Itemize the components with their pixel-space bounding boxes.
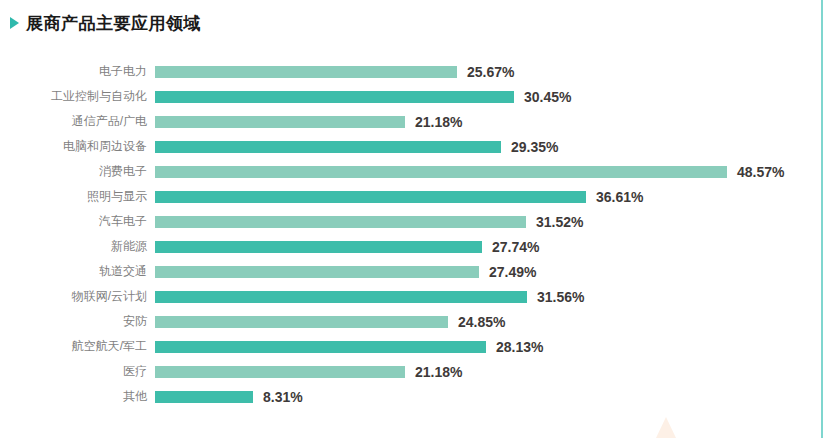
bar [155, 391, 253, 403]
category-label: 电脑和周边设备 [0, 138, 147, 155]
value-label: 24.85% [458, 314, 505, 330]
bar [155, 241, 482, 253]
chart-row: 照明与显示 36.61% [0, 184, 826, 209]
category-label: 电子电力 [0, 63, 147, 80]
value-label: 30.45% [524, 89, 571, 105]
chart-row: 工业控制与自动化 30.45% [0, 84, 826, 109]
category-label: 工业控制与自动化 [0, 88, 147, 105]
category-label: 轨道交通 [0, 263, 147, 280]
chart-row: 医疗 21.18% [0, 359, 826, 384]
right-border-line [821, 0, 823, 438]
category-label: 汽车电子 [0, 213, 147, 230]
category-label: 消费电子 [0, 163, 147, 180]
chart-row: 物联网/云计划 31.56% [0, 284, 826, 309]
value-label: 48.57% [737, 164, 784, 180]
chart-row: 电脑和周边设备 29.35% [0, 134, 826, 159]
category-label: 新能源 [0, 238, 147, 255]
bar [155, 91, 514, 103]
chart-row: 轨道交通 27.49% [0, 259, 826, 284]
value-label: 27.49% [489, 264, 536, 280]
category-label: 物联网/云计划 [0, 288, 147, 305]
chart-row: 安防 24.85% [0, 309, 826, 334]
category-label: 航空航天/军工 [0, 338, 147, 355]
bar [155, 141, 501, 153]
value-label: 27.74% [492, 239, 539, 255]
bar [155, 291, 527, 303]
decorative-triangle [656, 417, 676, 438]
category-label: 安防 [0, 313, 147, 330]
bar-chart: 电子电力 25.67% 工业控制与自动化 30.45% 通信产品/广电 21.18% 电脑和… [0, 59, 826, 409]
bar [155, 341, 486, 353]
value-label: 21.18% [415, 364, 462, 380]
bar [155, 266, 479, 278]
value-label: 36.61% [596, 189, 643, 205]
bar [155, 66, 457, 78]
value-label: 31.56% [537, 289, 584, 305]
bar [155, 316, 448, 328]
chart-row: 消费电子 48.57% [0, 159, 826, 184]
value-label: 31.52% [536, 214, 583, 230]
title-marker-triangle-icon [10, 17, 19, 29]
chart-row: 新能源 27.74% [0, 234, 826, 259]
bar [155, 366, 405, 378]
chart-title: 展商产品主要应用领域 [26, 12, 201, 35]
chart-row: 航空航天/军工 28.13% [0, 334, 826, 359]
value-label: 21.18% [415, 114, 462, 130]
category-label: 其他 [0, 388, 147, 405]
report-page: 展商产品主要应用领域 电子电力 25.67% 工业控制与自动化 30.45% 通信产品/… [0, 0, 826, 438]
value-label: 28.13% [496, 339, 543, 355]
value-label: 29.35% [511, 139, 558, 155]
chart-row: 电子电力 25.67% [0, 59, 826, 84]
value-label: 25.67% [467, 64, 514, 80]
category-label: 医疗 [0, 363, 147, 380]
bar [155, 191, 586, 203]
chart-row: 汽车电子 31.52% [0, 209, 826, 234]
bar [155, 116, 405, 128]
bar [155, 166, 727, 178]
chart-title-row: 展商产品主要应用领域 [10, 12, 826, 34]
category-label: 通信产品/广电 [0, 113, 147, 130]
bar [155, 216, 526, 228]
value-label: 8.31% [263, 389, 303, 405]
category-label: 照明与显示 [0, 188, 147, 205]
chart-row: 其他 8.31% [0, 384, 826, 409]
chart-row: 通信产品/广电 21.18% [0, 109, 826, 134]
